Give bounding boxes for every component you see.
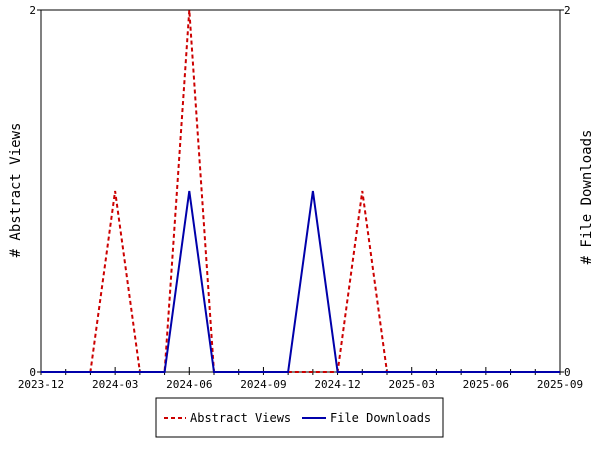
legend-label-abstract-views: Abstract Views — [190, 411, 291, 425]
x-tick-label-2025-09: 2025-09 — [537, 378, 583, 391]
series-lines — [41, 9, 560, 373]
y-tick-right-0: 0 — [564, 366, 571, 379]
y-tick-right-2: 2 — [564, 4, 571, 17]
y-tick-left-2: 2 — [29, 4, 36, 17]
x-tick-label-2024-12: 2024-12 — [314, 378, 360, 391]
x-tick-label-2025-03: 2025-03 — [389, 378, 435, 391]
x-tick-label-2024-06: 2024-06 — [166, 378, 212, 391]
plot-frame — [40, 9, 561, 373]
y-tick-left-0: 0 — [29, 366, 36, 379]
x-tick-label-2023-12: 2023-12 — [18, 378, 64, 391]
legend: Abstract Views File Downloads — [155, 397, 444, 438]
legend-box — [155, 397, 444, 438]
x-tick-label-2025-06: 2025-06 — [463, 378, 509, 391]
series-line-file-downloads — [41, 190, 560, 373]
axes — [37, 9, 564, 373]
legend-label-file-downloads: File Downloads — [330, 411, 431, 425]
y-axis-left-title: # Abstract Views — [8, 123, 24, 258]
series-line-abstract-views — [41, 9, 560, 373]
x-tick-label-2024-09: 2024-09 — [240, 378, 286, 391]
x-tick-label-2024-03: 2024-03 — [92, 378, 138, 391]
x-axis-ticks: 2023-12 2024-03 2024-06 2024-09 2024-12 2025-… — [18, 367, 583, 391]
y-axis-right-title: # File Downloads — [579, 130, 595, 265]
